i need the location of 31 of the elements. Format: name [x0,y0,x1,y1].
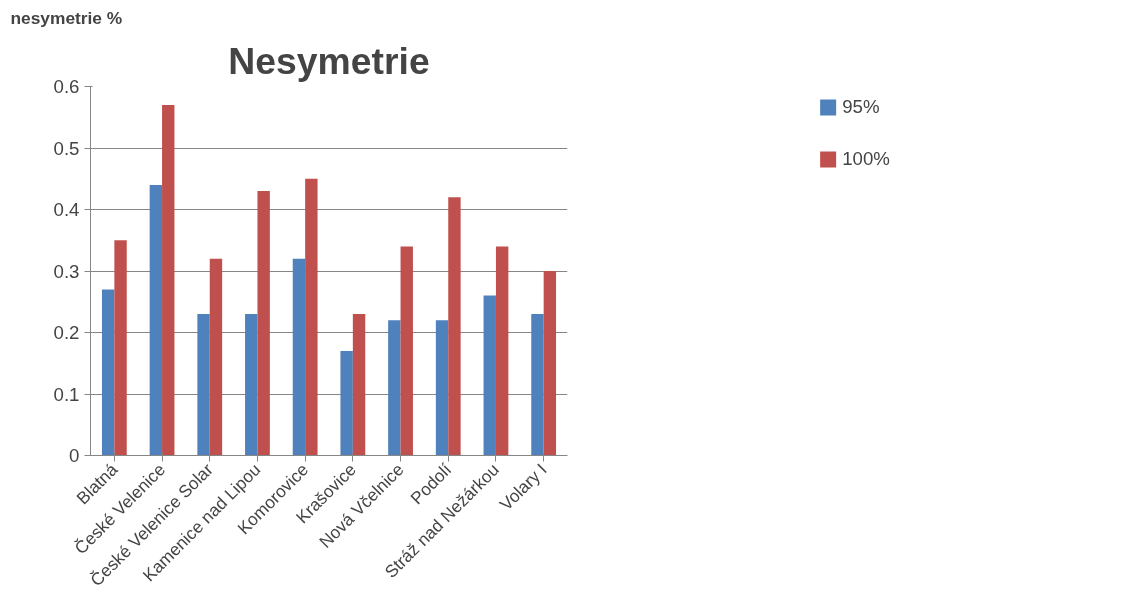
bar [531,314,544,456]
bar [400,246,413,456]
bar [162,104,175,456]
bar [352,314,366,456]
bar [197,314,210,456]
bar [340,350,353,456]
bar [149,184,163,456]
y-tick-label: 0.2 [53,322,80,343]
bar [435,320,449,456]
bar [543,271,557,456]
bar [257,191,270,456]
bar [388,320,401,456]
bar [305,178,318,456]
y-tick-label: 0.1 [53,383,80,405]
legend-label: 95% [842,96,880,118]
bar [114,240,127,456]
bar [245,314,258,456]
bar [483,295,496,456]
y-tick-label: 0.6 [53,76,80,97]
y-axis-title: nesymetrie % [10,7,123,28]
bar [495,246,509,456]
bar [101,289,115,456]
y-tick-label: 0 [69,445,80,466]
legend-label: 100% [842,148,890,170]
y-tick-label: 0.5 [53,137,80,159]
chart-title: Nesymetrie [228,39,430,82]
bar [448,197,461,456]
y-tick-label: 0.4 [53,199,80,220]
bar [209,258,223,456]
bar [292,258,306,456]
y-tick-label: 0.3 [53,260,80,282]
